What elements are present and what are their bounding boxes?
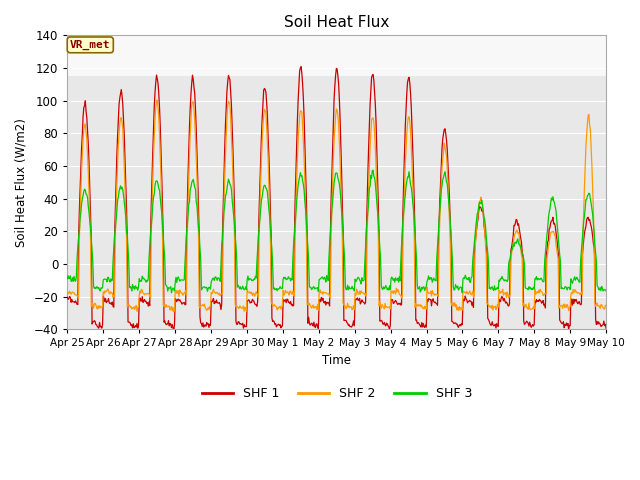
SHF 2 [404,120,412,126]
SHF 1 [73,301,81,307]
SHF 2 [154,97,161,103]
SHF 1 [184,175,192,180]
SHF 3 [63,276,71,282]
SHF 2 [602,303,610,309]
Line: SHF 1: SHF 1 [67,67,606,330]
Line: SHF 2: SHF 2 [67,100,606,312]
SHF 2 [129,305,136,311]
SHF 3 [184,213,192,219]
Text: VR_met: VR_met [70,40,111,50]
Legend: SHF 1, SHF 2, SHF 3: SHF 1, SHF 2, SHF 3 [196,383,477,406]
SHF 2 [170,309,177,315]
SHF 1 [419,321,427,326]
SHF 2 [63,291,71,297]
SHF 2 [73,292,81,298]
SHF 3 [212,276,220,281]
SHF 3 [369,167,377,173]
SHF 3 [602,288,610,294]
SHF 3 [73,255,81,261]
SHF 2 [185,178,193,183]
Bar [67,36,606,76]
Line: SHF 3: SHF 3 [67,170,606,293]
Title: Soil Heat Flux: Soil Heat Flux [284,15,389,30]
SHF 2 [419,305,427,311]
SHF 1 [170,327,177,333]
Y-axis label: Soil Heat Flux (W/m2): Soil Heat Flux (W/m2) [15,118,28,247]
SHF 3 [168,290,175,296]
SHF 1 [298,64,305,70]
SHF 2 [213,289,221,295]
SHF 1 [602,326,610,332]
SHF 1 [212,297,220,303]
SHF 1 [129,325,136,331]
SHF 1 [404,79,412,85]
SHF 3 [129,282,136,288]
SHF 3 [419,284,427,290]
SHF 3 [404,174,412,180]
X-axis label: Time: Time [322,354,351,367]
SHF 1 [63,294,71,300]
